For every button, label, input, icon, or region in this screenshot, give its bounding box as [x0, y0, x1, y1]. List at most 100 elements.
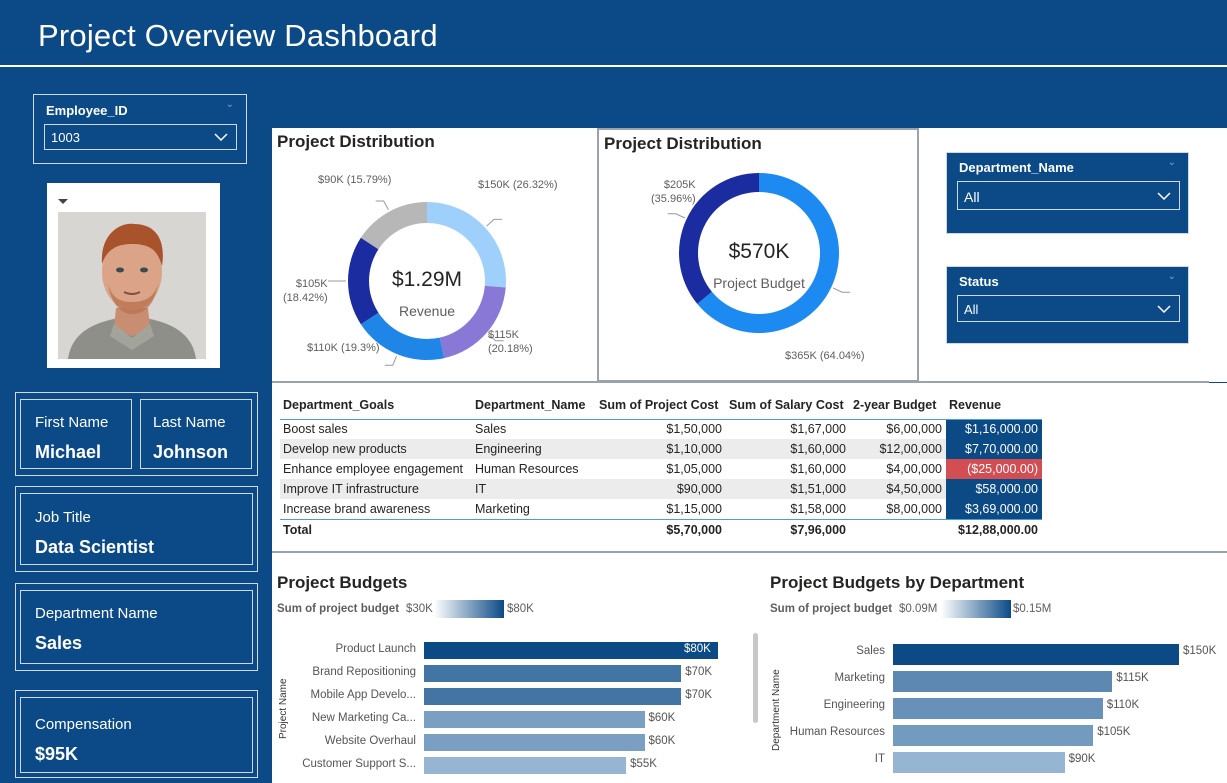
- bar[interactable]: [424, 757, 627, 774]
- table-row[interactable]: Increase brand awareness Marketing $1,15,0…: [280, 499, 1042, 519]
- department-goals-table-panel: Department_Goals Department_Name Sum of …: [272, 383, 1227, 551]
- donut-slice[interactable]: [360, 312, 445, 360]
- bar-category-label: Brand Repositioning: [312, 666, 416, 678]
- table-cell: $12,00,000: [850, 439, 946, 459]
- table-row[interactable]: Boost sales Sales $1,50,000 $1,67,000 $6,00,…: [280, 419, 1042, 439]
- job-title-card: Job Title Data Scientist: [15, 486, 258, 572]
- table-total-cell: $5,70,000: [596, 518, 726, 540]
- table-cell: Marketing: [475, 501, 530, 516]
- scrollbar[interactable]: [753, 633, 758, 723]
- table-row[interactable]: Enhance employee engagement Human Resourc…: [280, 459, 1042, 479]
- chevron-down-icon: [214, 133, 228, 141]
- table-cell: Increase brand awareness: [283, 501, 431, 516]
- project-budgets-title: Project Budgets: [277, 573, 408, 592]
- bar-category-label: Human Resources: [789, 726, 885, 738]
- bar[interactable]: [424, 642, 718, 659]
- bar-value-label: $70K: [685, 689, 713, 701]
- donut-slice[interactable]: [427, 202, 506, 288]
- status-slicer: Status ⌄ All: [946, 266, 1189, 344]
- donut-slice[interactable]: [360, 202, 427, 250]
- column-header[interactable]: 2-year Budget: [850, 393, 946, 420]
- last-name-value: Johnson: [153, 442, 228, 462]
- legend-max: $0.15M: [1013, 603, 1052, 615]
- column-header[interactable]: Department_Name: [472, 393, 596, 420]
- status-dropdown[interactable]: All: [957, 295, 1180, 322]
- column-header[interactable]: Sum of Project Cost: [596, 393, 726, 420]
- employee-photo: [58, 212, 206, 359]
- column-header[interactable]: Revenue: [946, 393, 1042, 420]
- table-cell: $1,50,000: [666, 422, 722, 437]
- bar[interactable]: [893, 752, 1065, 773]
- dept-budgets-title: Project Budgets by Department: [770, 573, 1025, 592]
- bar[interactable]: [893, 698, 1103, 719]
- first-name-label: First Name: [35, 414, 109, 431]
- table-cell: $1,16,000.00: [946, 419, 1042, 439]
- leader-line: [487, 333, 504, 342]
- table-cell: Boost sales: [283, 422, 348, 437]
- donut-data-label: $105K (18.42%): [283, 278, 328, 304]
- bar-value-label: $105K: [1097, 726, 1131, 738]
- bar-value-label: $110K: [1106, 699, 1140, 711]
- chevron-down-icon[interactable]: ⌄: [225, 99, 234, 110]
- name-card: First Name Michael Last Name Johnson: [15, 392, 258, 476]
- table-cell: $90,000: [596, 479, 726, 499]
- department-name-label: Department_Name: [959, 160, 1074, 175]
- revenue-donut-chart: $1.29M Revenue: [328, 200, 506, 366]
- donut-slice[interactable]: [348, 237, 379, 325]
- column-header[interactable]: Sum of Salary Cost: [726, 393, 850, 420]
- donut-slice[interactable]: [697, 173, 839, 333]
- donut-slice[interactable]: [439, 285, 506, 359]
- employee-id-value: 1003: [51, 130, 80, 145]
- bar[interactable]: [424, 688, 682, 705]
- donut-data-label: $90K (15.79%): [318, 174, 392, 186]
- table-cell: $1,67,000: [790, 422, 846, 437]
- table-row[interactable]: Develop new products Engineering $1,10,000…: [280, 439, 1042, 459]
- y-axis-title: Project Name: [278, 678, 289, 739]
- chevron-down-icon[interactable]: ⌄: [1167, 157, 1176, 168]
- donut-slice[interactable]: [679, 173, 759, 304]
- bar-category-label: Mobile App Develo...: [310, 689, 416, 701]
- bar[interactable]: [424, 734, 645, 751]
- department-name-value: All: [964, 189, 980, 205]
- bar[interactable]: [893, 644, 1179, 665]
- bar[interactable]: [893, 725, 1094, 746]
- table-total-cell: $12,88,000.00: [946, 518, 1042, 540]
- revenue-donut-panel: Project Distribution $1.29M Revenue $150K…: [272, 128, 596, 382]
- title-divider: [0, 65, 1227, 67]
- bar[interactable]: [893, 671, 1113, 692]
- legend-gradient: [434, 600, 504, 618]
- employee-photo-card: [47, 183, 220, 368]
- chevron-down-icon: [1157, 305, 1171, 313]
- department-inner: Department Name Sales: [20, 590, 253, 664]
- compensation-inner: Compensation $95K: [20, 697, 253, 773]
- table-cell: IT: [472, 479, 596, 499]
- table-cell: $1,51,000: [726, 479, 850, 499]
- compensation-card: Compensation $95K: [15, 690, 258, 778]
- leader-line: [375, 200, 389, 211]
- table-cell: Enhance employee engagement: [283, 462, 463, 476]
- bar-category-label: Engineering: [823, 699, 885, 711]
- table-cell: Human Resources: [475, 462, 579, 476]
- bar[interactable]: [424, 665, 682, 682]
- last-name-label: Last Name: [153, 414, 226, 431]
- budget-donut-title: Project Distribution: [604, 134, 762, 153]
- bar[interactable]: [424, 711, 645, 728]
- bar-category-label: Product Launch: [335, 643, 416, 655]
- table-cell: $58,000.00: [946, 479, 1042, 499]
- bar-value-label: $150K: [1183, 645, 1217, 657]
- department-name-dropdown[interactable]: All: [957, 181, 1180, 210]
- last-name-card: Last Name Johnson: [140, 399, 252, 469]
- column-header[interactable]: Department_Goals: [280, 393, 472, 420]
- bar-value-label: $60K: [648, 735, 676, 747]
- dropdown-caret-icon[interactable]: [58, 199, 68, 204]
- chevron-down-icon[interactable]: ⌄: [1167, 271, 1176, 282]
- department-goals-table: Department_Goals Department_Name Sum of …: [280, 393, 1042, 540]
- table-cell: $8,00,000: [886, 501, 942, 516]
- page-title: Project Overview Dashboard: [38, 18, 438, 53]
- compensation-value: $95K: [35, 744, 79, 764]
- employee-id-dropdown[interactable]: 1003: [44, 124, 237, 150]
- leader-line: [832, 287, 851, 293]
- bar-category-label: Marketing: [834, 672, 886, 684]
- table-cell: $1,10,000: [596, 439, 726, 459]
- table-row[interactable]: Improve IT infrastructure IT $90,000 $1,51,…: [280, 479, 1042, 499]
